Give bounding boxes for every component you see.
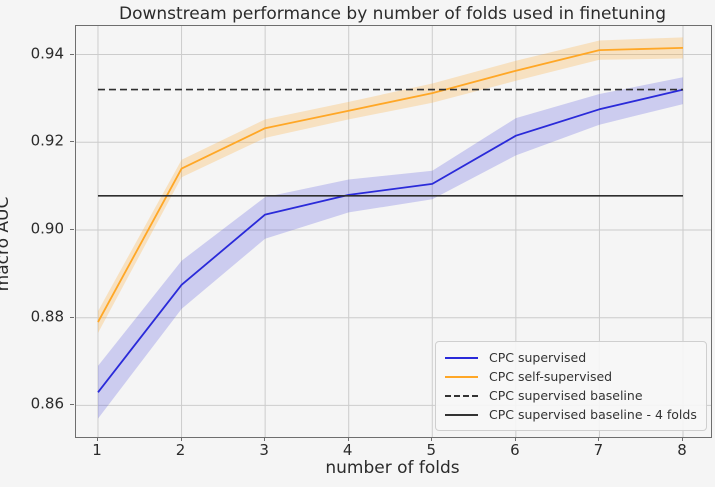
x-tick-label: 5 (426, 441, 437, 459)
x-tick-mark (180, 437, 182, 441)
line-sample-icon (445, 375, 478, 378)
legend-label: CPC supervised baseline - 4 folds (489, 407, 697, 422)
x-tick-mark (598, 437, 600, 441)
legend-label: CPC supervised baseline (489, 388, 643, 403)
legend-item: CPC supervised baseline (445, 386, 698, 405)
y-tick-label: 0.92 (30, 131, 64, 150)
y-tick-label: 0.94 (30, 44, 64, 63)
line-sample-icon (445, 356, 478, 359)
x-tick-mark (96, 437, 98, 441)
legend-label: CPC supervised (489, 350, 587, 365)
chart-canvas (76, 26, 711, 437)
x-tick-label: 8 (677, 441, 687, 459)
y-tick-mark (70, 53, 74, 55)
chart-title: Downstream performance by number of fold… (118, 4, 666, 24)
line-sample-icon (445, 413, 478, 416)
y-tick-mark (70, 316, 74, 318)
x-tick-label: 7 (593, 441, 604, 459)
x-axis-label: number of folds (325, 458, 460, 478)
x-tick-mark (347, 437, 349, 441)
x-tick-mark (682, 437, 683, 441)
x-tick-mark (264, 437, 266, 441)
y-tick-mark (70, 404, 74, 406)
y-tick-label: 0.86 (30, 395, 64, 414)
y-tick-mark (70, 228, 74, 230)
legend-item: CPC supervised (445, 348, 698, 367)
legend-label: CPC self-supervised (489, 369, 613, 384)
y-tick-mark (70, 141, 74, 143)
x-tick-label: 1 (92, 441, 102, 459)
x-tick-label: 2 (175, 441, 186, 459)
legend-item: CPC self-supervised (445, 367, 698, 386)
y-tick-label: 0.88 (30, 307, 64, 326)
y-axis-label: macro AUC (0, 196, 13, 291)
dashed-line-sample-icon (445, 394, 478, 397)
x-tick-mark (514, 437, 516, 441)
legend-item: CPC supervised baseline - 4 folds (445, 405, 698, 424)
x-tick-label: 3 (259, 441, 269, 459)
x-tick-mark (431, 437, 433, 441)
x-tick-label: 6 (510, 441, 520, 459)
legend: CPC supervised CPC self-supervised CPC s… (435, 341, 707, 431)
plot-area: CPC supervised CPC self-supervised CPC s… (75, 25, 712, 438)
x-tick-label: 4 (342, 441, 353, 459)
y-tick-label: 0.90 (30, 219, 64, 238)
